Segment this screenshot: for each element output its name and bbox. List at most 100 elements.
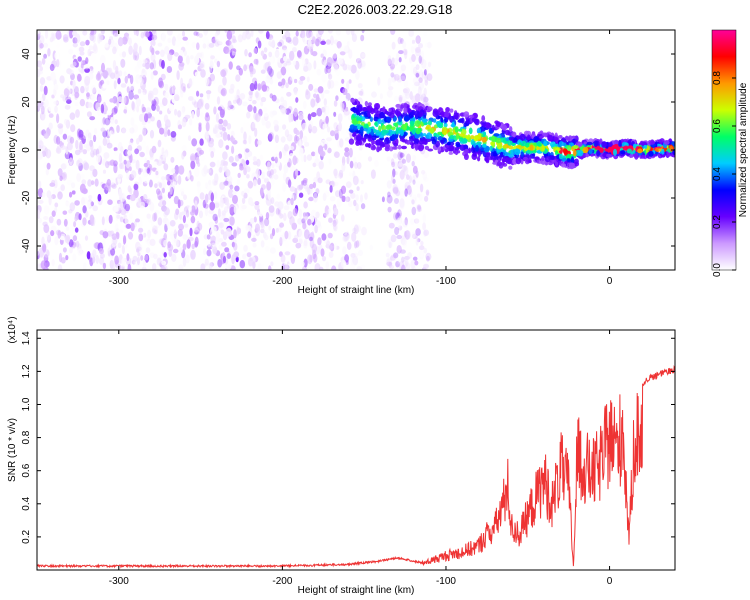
spectrogram-cell bbox=[164, 45, 170, 55]
spectrogram-ridge-cell bbox=[529, 144, 534, 151]
spectrogram-ridge-cell bbox=[485, 122, 490, 129]
spectrogram-ridge-cell bbox=[432, 110, 439, 117]
spectrogram-cell bbox=[103, 152, 110, 159]
spectrogram-cell bbox=[124, 243, 128, 249]
snr-y-axis-title: SNR (10 * v/v) bbox=[7, 418, 18, 482]
spectrogram-cell bbox=[328, 251, 334, 258]
spectrogram-ridge-cell bbox=[443, 129, 447, 136]
spectrogram-cell bbox=[82, 149, 88, 155]
spectrogram-ridge-cell bbox=[459, 133, 465, 137]
spectrogram-cell bbox=[398, 50, 404, 55]
spectrogram-cell bbox=[44, 30, 49, 39]
spectrogram-ridge-cell bbox=[573, 145, 579, 149]
spectrogram-cell bbox=[166, 220, 170, 226]
spectrogram-cell bbox=[327, 232, 333, 239]
spectrogram-cell bbox=[236, 89, 240, 99]
spectrogram-cell bbox=[421, 59, 427, 69]
spectrogram-cell bbox=[121, 51, 127, 58]
spectrogram-cell bbox=[350, 253, 356, 258]
spectrogram-cell bbox=[126, 86, 130, 93]
spectrogram-cell bbox=[206, 184, 212, 191]
spectrogram-cell bbox=[302, 100, 307, 110]
spectrogram-ridge-cell bbox=[375, 129, 380, 136]
spectrogram-ridge-cell bbox=[383, 129, 389, 134]
spectrogram-cell bbox=[174, 52, 179, 57]
spectrogram-cell bbox=[215, 113, 220, 123]
spectrogram-cell bbox=[96, 134, 100, 143]
spectrogram-cell bbox=[211, 226, 217, 234]
spectrogram-cell bbox=[139, 168, 144, 173]
spectrogram-cell bbox=[361, 226, 367, 236]
spectrogram-cell bbox=[76, 159, 81, 167]
spectrogram-cell bbox=[43, 53, 47, 59]
spectrogram-ridge-cell bbox=[362, 137, 367, 143]
spectrogram-cell bbox=[222, 76, 227, 86]
spectrogram-cell bbox=[310, 48, 314, 56]
spectrogram-ridge-cell bbox=[491, 136, 496, 143]
spectrogram-cell bbox=[282, 45, 287, 51]
spectrogram-cell bbox=[406, 174, 410, 181]
spectrogram-cell bbox=[198, 33, 203, 38]
spectrogram-cell bbox=[197, 185, 201, 195]
spectrogram-ridge-cell bbox=[397, 144, 402, 150]
spectrogram-cell bbox=[199, 210, 203, 219]
spectrogram-cell bbox=[425, 66, 429, 74]
spectrogram-ridge-cell bbox=[593, 140, 598, 148]
spectrogram-cell bbox=[48, 122, 53, 130]
spectrogram-cell bbox=[288, 145, 295, 151]
chart-title: C2E2.2026.003.22.29.G18 bbox=[297, 2, 453, 17]
spectrogram-cell bbox=[83, 63, 90, 70]
spectrogram-cell bbox=[228, 188, 234, 198]
spectrogram-cell bbox=[97, 71, 101, 80]
spectrogram-cell bbox=[150, 53, 156, 62]
spectrogram-cell bbox=[386, 89, 393, 98]
spectrogram-cell bbox=[110, 248, 116, 256]
spectrogram-cell bbox=[64, 118, 68, 125]
spectrogram-cell bbox=[69, 112, 76, 120]
spectrogram-cell bbox=[412, 83, 417, 94]
spectrogram-ridge-cell bbox=[485, 152, 491, 158]
spectrogram-ridge-cell bbox=[620, 150, 626, 155]
spectrogram-cell bbox=[100, 117, 105, 128]
spectrogram-cell bbox=[410, 259, 416, 270]
spectrogram-cell bbox=[135, 97, 141, 107]
spectrogram-cell bbox=[374, 159, 379, 167]
spectrogram-cell bbox=[184, 114, 191, 119]
spectrogram-cell bbox=[334, 132, 339, 141]
spectrogram-ridge-cell bbox=[476, 127, 481, 134]
spectrogram-cell bbox=[390, 254, 396, 259]
snr-y-tick-label: 1.4 bbox=[21, 331, 32, 345]
spectrogram-cell bbox=[157, 217, 163, 226]
spectrogram-cell bbox=[143, 178, 150, 184]
spectrogram-cell bbox=[72, 79, 76, 89]
spectrogram-cell bbox=[395, 212, 401, 221]
spectrogram-cell bbox=[274, 123, 279, 132]
spectrogram-cell bbox=[260, 228, 265, 234]
spectrogram-ridge-cell bbox=[420, 132, 424, 139]
spectrogram-cell bbox=[299, 130, 304, 140]
spectrogram-ridge-cell bbox=[560, 163, 567, 168]
spectrogram-cell bbox=[238, 68, 243, 76]
spectrogram-cell bbox=[302, 177, 308, 184]
spectrogram-cell bbox=[122, 194, 127, 200]
spectrogram-ridge-cell bbox=[421, 118, 427, 123]
spectrogram-cell bbox=[386, 180, 392, 189]
spectrogram-cell bbox=[412, 256, 418, 261]
spectrogram-cell bbox=[164, 207, 170, 216]
spectrogram-cell bbox=[321, 256, 327, 262]
spectrogram-cell bbox=[414, 260, 419, 266]
spectrogram-ridge-cell bbox=[463, 153, 469, 160]
spectrogram-cell bbox=[401, 264, 406, 270]
spectrogram-cell bbox=[111, 183, 117, 189]
spectrogram-cell bbox=[60, 163, 67, 170]
spectrogram-cell bbox=[80, 68, 85, 74]
spectrogram-cell bbox=[314, 224, 318, 234]
spectrogram-cell bbox=[186, 171, 191, 180]
spectrogram-cell bbox=[401, 165, 408, 172]
spectrogram-cell bbox=[423, 247, 428, 254]
spectrogram-cell bbox=[107, 199, 113, 205]
spectrogram-cell bbox=[174, 164, 180, 175]
spectrogram-cell bbox=[112, 60, 117, 70]
spectrogram-ridge-cell bbox=[400, 104, 405, 109]
spectrogram-cell bbox=[402, 259, 408, 269]
